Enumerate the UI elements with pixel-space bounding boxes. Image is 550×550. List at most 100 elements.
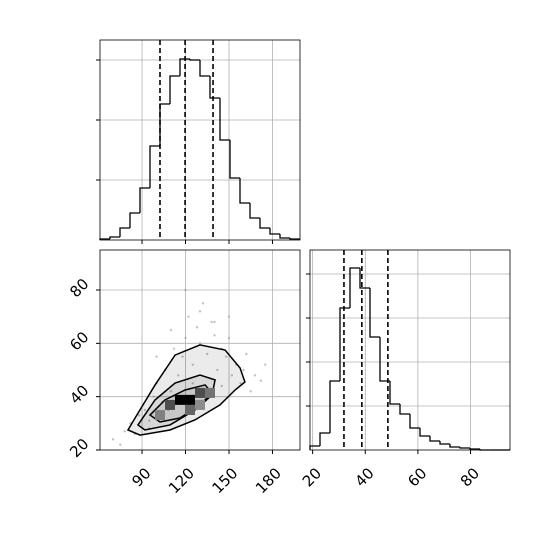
density-cell [175,394,185,405]
scatter-point [227,336,231,340]
histogram-step [459,447,470,449]
histogram-step [139,187,150,213]
density-cell [185,394,195,405]
histogram-step [379,337,390,382]
histogram-step [339,307,350,381]
histogram-step [269,228,280,235]
scatter-point [264,363,267,366]
x-tick-label: 120 [165,464,198,497]
scatter-point [169,328,173,332]
histogram-step [409,414,420,429]
y-tick-label: 80 [66,275,92,301]
scatter-point [181,355,184,358]
histogram-step [149,145,160,188]
density-cell [195,399,205,410]
density-cell [185,405,195,415]
panel-frame [99,249,301,451]
panel: 20 40 60 80 [299,249,511,490]
panel [96,39,301,244]
histogram-step [469,448,480,450]
histogram-step [249,203,260,219]
scatter-point [191,363,194,366]
scatter-point [242,368,245,372]
scatter-point [230,374,234,377]
histogram-step [429,436,440,442]
scatter-point [210,320,213,324]
histogram-step [239,178,250,204]
density-cell [155,410,165,421]
x-tick-label: 20 [299,464,325,490]
density-cell [205,387,215,398]
scatter-point [220,384,223,388]
histogram-step [169,75,180,104]
scatter-point [239,382,242,385]
panel-frame [309,249,511,451]
x-tick-label: 150 [209,464,242,497]
histogram-step [349,267,360,308]
scatter-point [123,430,126,433]
scatter-point [119,443,122,446]
panel-frame [99,39,301,241]
x-tick-label: 80 [457,464,483,490]
histogram-step [159,103,170,146]
histogram-step [399,404,410,415]
scatter-point [198,342,202,345]
scatter-point [137,414,141,417]
histogram-step [109,236,120,239]
scatter-point [249,390,252,393]
scatter-point [206,352,209,356]
density-cell [165,399,175,410]
x-tick-label: 90 [128,464,154,490]
histogram-step [289,238,300,240]
scatter-point [191,382,194,385]
histogram-step [329,380,340,433]
scatter-point [184,288,187,292]
y-tick-label: 20 [66,435,92,461]
scatter-point [169,390,173,393]
scatter-point [198,310,202,313]
histogram-step [189,59,200,61]
scatter-point [148,419,151,422]
scatter-point [253,374,257,377]
histogram-step [439,441,450,445]
histogram-step [279,234,290,239]
scatter-point [177,374,180,377]
histogram-step [449,444,460,448]
scatter-point [155,355,158,358]
scatter-point [187,315,190,318]
histogram-step [419,428,430,437]
histogram-step [129,212,140,228]
x-tick-label: 40 [352,464,378,490]
scatter-point [224,355,228,358]
panel: 90 120 150 180 20 40 60 80 [66,249,301,497]
y-tick-label: 40 [66,381,92,407]
scatter-point [172,347,176,350]
histogram-step [179,58,190,76]
density-cell [195,387,205,398]
scatter-point [213,334,216,337]
histogram-step [309,445,320,450]
scatter-point [201,302,205,305]
y-tick-label: 60 [66,328,92,354]
histogram-step [319,432,330,446]
scatter-point [195,326,199,329]
scatter-point [245,352,248,356]
histogram-step [199,60,210,77]
scatter-point [216,368,219,372]
scatter-point [259,379,263,382]
scatter-point [213,320,216,324]
histogram-step [259,218,270,229]
histogram-step [359,268,370,289]
histogram-step [389,381,400,405]
histogram-step [369,288,380,338]
histogram-step [229,140,240,179]
histogram-step [119,227,130,237]
x-tick-label: 180 [252,464,285,497]
x-tick-label: 60 [404,464,430,490]
scatter-point [152,395,155,398]
scatter-point [227,315,231,318]
scatter-point [184,336,187,340]
histogram-step [209,76,220,99]
scatter-point [111,438,115,441]
